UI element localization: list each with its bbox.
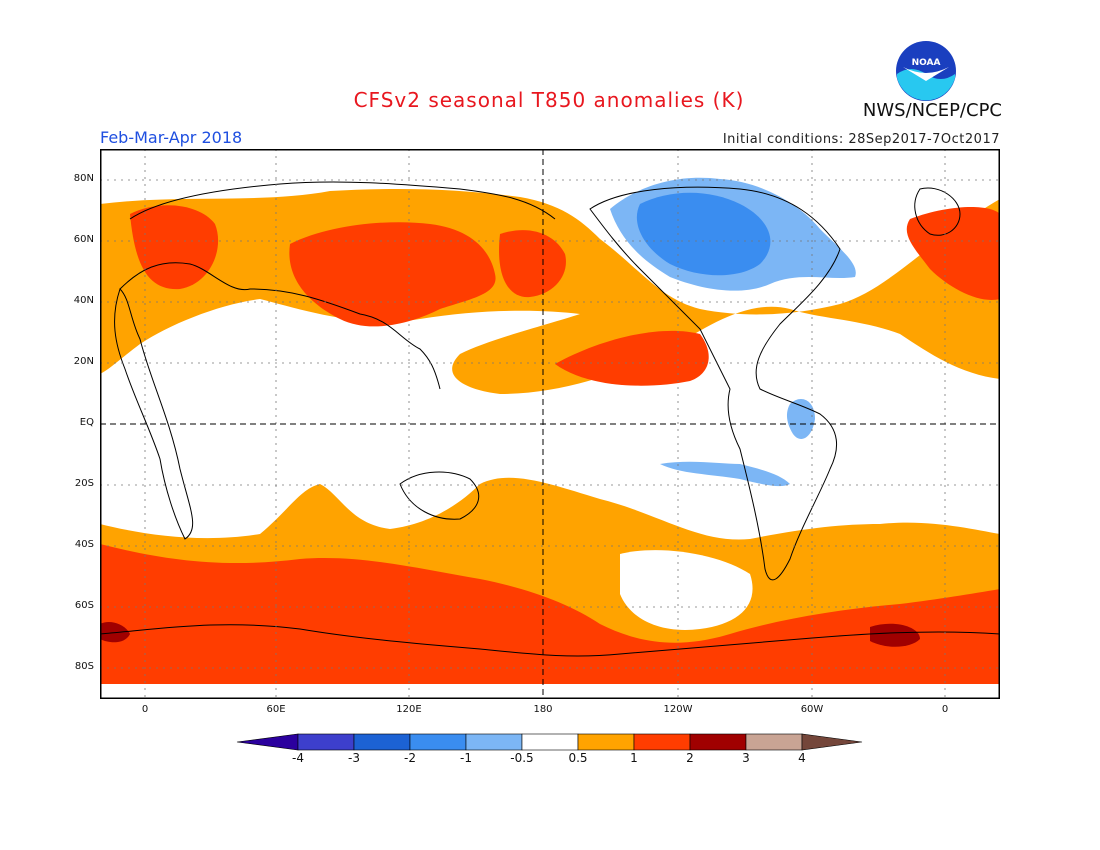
coast-africa xyxy=(114,288,194,540)
colorbar-label: 1 xyxy=(630,751,638,765)
colorbar-label: 3 xyxy=(742,751,750,765)
latitude-label: 20N xyxy=(73,356,94,367)
colorbar-segment xyxy=(633,733,691,751)
colorbar-segment xyxy=(409,733,467,751)
noaa-logo: NOAA xyxy=(896,41,956,101)
warm-core-pacific xyxy=(555,330,709,386)
coast-greenland xyxy=(914,187,961,236)
colorbar-segment xyxy=(689,733,747,751)
latitude-label: 80N xyxy=(73,173,94,184)
agency-label: NWS/NCEP/CPC xyxy=(862,100,1002,121)
latitude-label: EQ xyxy=(79,417,94,428)
initial-conditions: Initial conditions: 28Sep2017-7Oct2017 xyxy=(722,132,1000,147)
forecast-period: Feb-Mar-Apr 2018 xyxy=(100,128,243,147)
warm-core-asia xyxy=(289,222,496,327)
coast-eurasia-south xyxy=(119,262,441,390)
colorbar-label: -4 xyxy=(292,751,304,765)
longitude-label: 120W xyxy=(663,704,693,715)
noaa-logo-bird xyxy=(903,67,949,81)
colorbar-segment xyxy=(297,733,355,751)
map-title: CFSv2 seasonal T850 anomalies (K) xyxy=(353,88,745,112)
colorbar-extend-high xyxy=(801,733,863,751)
colorbar-segment xyxy=(353,733,411,751)
colorbar-label: -2 xyxy=(404,751,416,765)
latitude-label: 60N xyxy=(73,234,94,245)
colorbar-label: 2 xyxy=(686,751,694,765)
hot-spot-ross xyxy=(870,623,920,647)
warm-core-southern-ocean xyxy=(100,544,1000,684)
warm-core-europe xyxy=(130,205,219,290)
colorbar-segment xyxy=(521,733,579,751)
map-border xyxy=(100,149,1000,699)
noaa-logo-wave xyxy=(897,69,955,101)
longitude-label: 60E xyxy=(266,704,286,715)
latitude-label: 20S xyxy=(74,478,94,489)
cold-anomaly-canada-core xyxy=(636,192,771,276)
colorbar-label: 4 xyxy=(798,751,806,765)
colorbar-label: -0.5 xyxy=(510,751,534,765)
coast-antarctica xyxy=(100,624,1000,657)
longitude-label: 60W xyxy=(800,704,824,715)
longitude-label: 0 xyxy=(141,704,149,715)
colorbar-extend-low xyxy=(236,733,299,751)
latitude-label: 60S xyxy=(74,600,94,611)
longitude-label: 0 xyxy=(941,704,949,715)
colorbar xyxy=(236,733,863,751)
colorbar-label: 0.5 xyxy=(568,751,588,765)
cold-anomaly-south-pacific xyxy=(660,461,790,487)
latitude-label: 40S xyxy=(74,539,94,550)
colorbar-label: -1 xyxy=(460,751,472,765)
colorbar-segment xyxy=(465,733,523,751)
coast-eurasia-north xyxy=(129,181,556,220)
colorbar-label: -3 xyxy=(348,751,360,765)
colorbar-segment xyxy=(577,733,635,751)
longitude-label: 120E xyxy=(396,704,422,715)
latitude-label: 80S xyxy=(74,661,94,672)
longitude-label: 180 xyxy=(533,704,553,715)
neutral-zone-south-pacific xyxy=(620,550,753,630)
latitude-label: 40N xyxy=(73,295,94,306)
noaa-logo-text: NOAA xyxy=(912,58,941,68)
coast-australia xyxy=(399,471,480,520)
warm-core-siberia xyxy=(499,230,566,298)
colorbar-segment xyxy=(745,733,803,751)
anomaly-map xyxy=(100,149,1000,699)
warm-core-europe-east xyxy=(906,207,1000,300)
